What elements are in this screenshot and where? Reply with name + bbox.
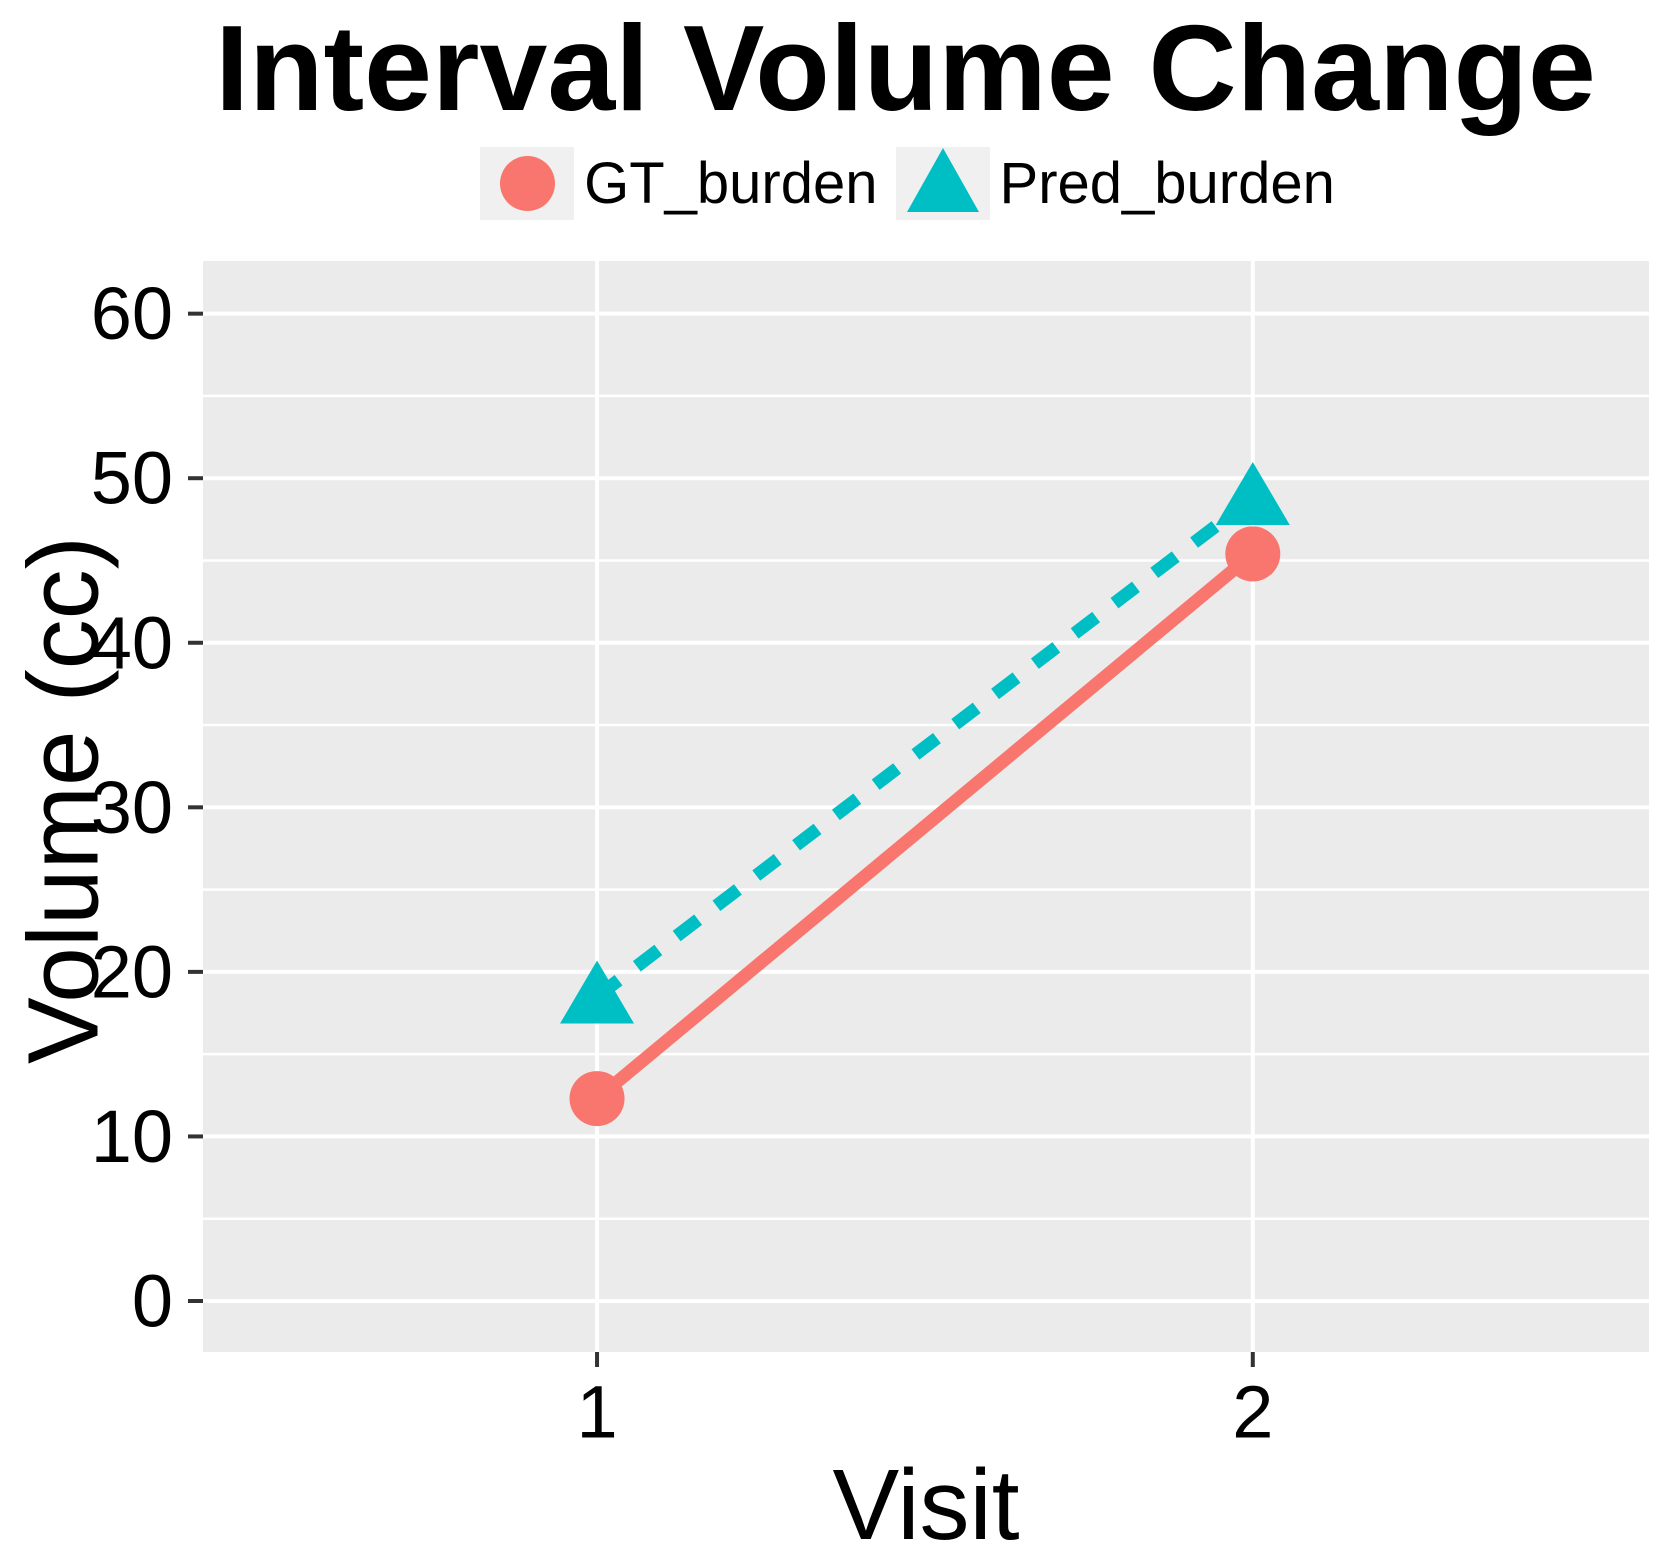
legend: GT_burden Pred_burden: [77, 147, 1661, 220]
y-tick-label: 40: [91, 601, 173, 684]
legend-item-gt-burden: GT_burden: [480, 147, 878, 220]
y-tick-label: 50: [91, 437, 173, 520]
y-tick-label: 60: [91, 272, 173, 355]
chart-title: Interval Volume Change: [215, 0, 1596, 136]
data-point-circle-GT_burden: [1225, 526, 1281, 582]
x-tick-label: 1: [576, 1371, 617, 1454]
circle-marker-icon: [499, 156, 555, 211]
data-point-circle-GT_burden: [569, 1071, 625, 1127]
series-line-Pred_burden: [593, 492, 1257, 1002]
y-axis-title: Volume (cc): [7, 536, 120, 1064]
y-tick-label: 0: [132, 1259, 173, 1342]
legend-item-pred-burden: Pred_burden: [895, 147, 1335, 220]
legend-items: GT_burden Pred_burden: [480, 147, 1335, 220]
data-point-triangle-Pred_burden: [1215, 461, 1290, 525]
data-point-triangle-Pred_burden: [560, 960, 635, 1024]
legend-label-gt-burden: GT_burden: [584, 151, 878, 216]
y-tick-label: 30: [91, 766, 173, 849]
legend-key-gt-burden: [480, 147, 575, 220]
triangle-up-marker-icon: [906, 147, 979, 212]
y-tick-label: 20: [91, 930, 173, 1013]
y-tick-label: 10: [91, 1095, 173, 1178]
series-line-GT_burden: [592, 548, 1257, 1104]
x-axis-title: Visit: [832, 1449, 1020, 1561]
x-tick-label: 2: [1232, 1371, 1273, 1454]
legend-label-pred-burden: Pred_burden: [999, 151, 1335, 216]
legend-key-pred-burden: [895, 147, 990, 220]
